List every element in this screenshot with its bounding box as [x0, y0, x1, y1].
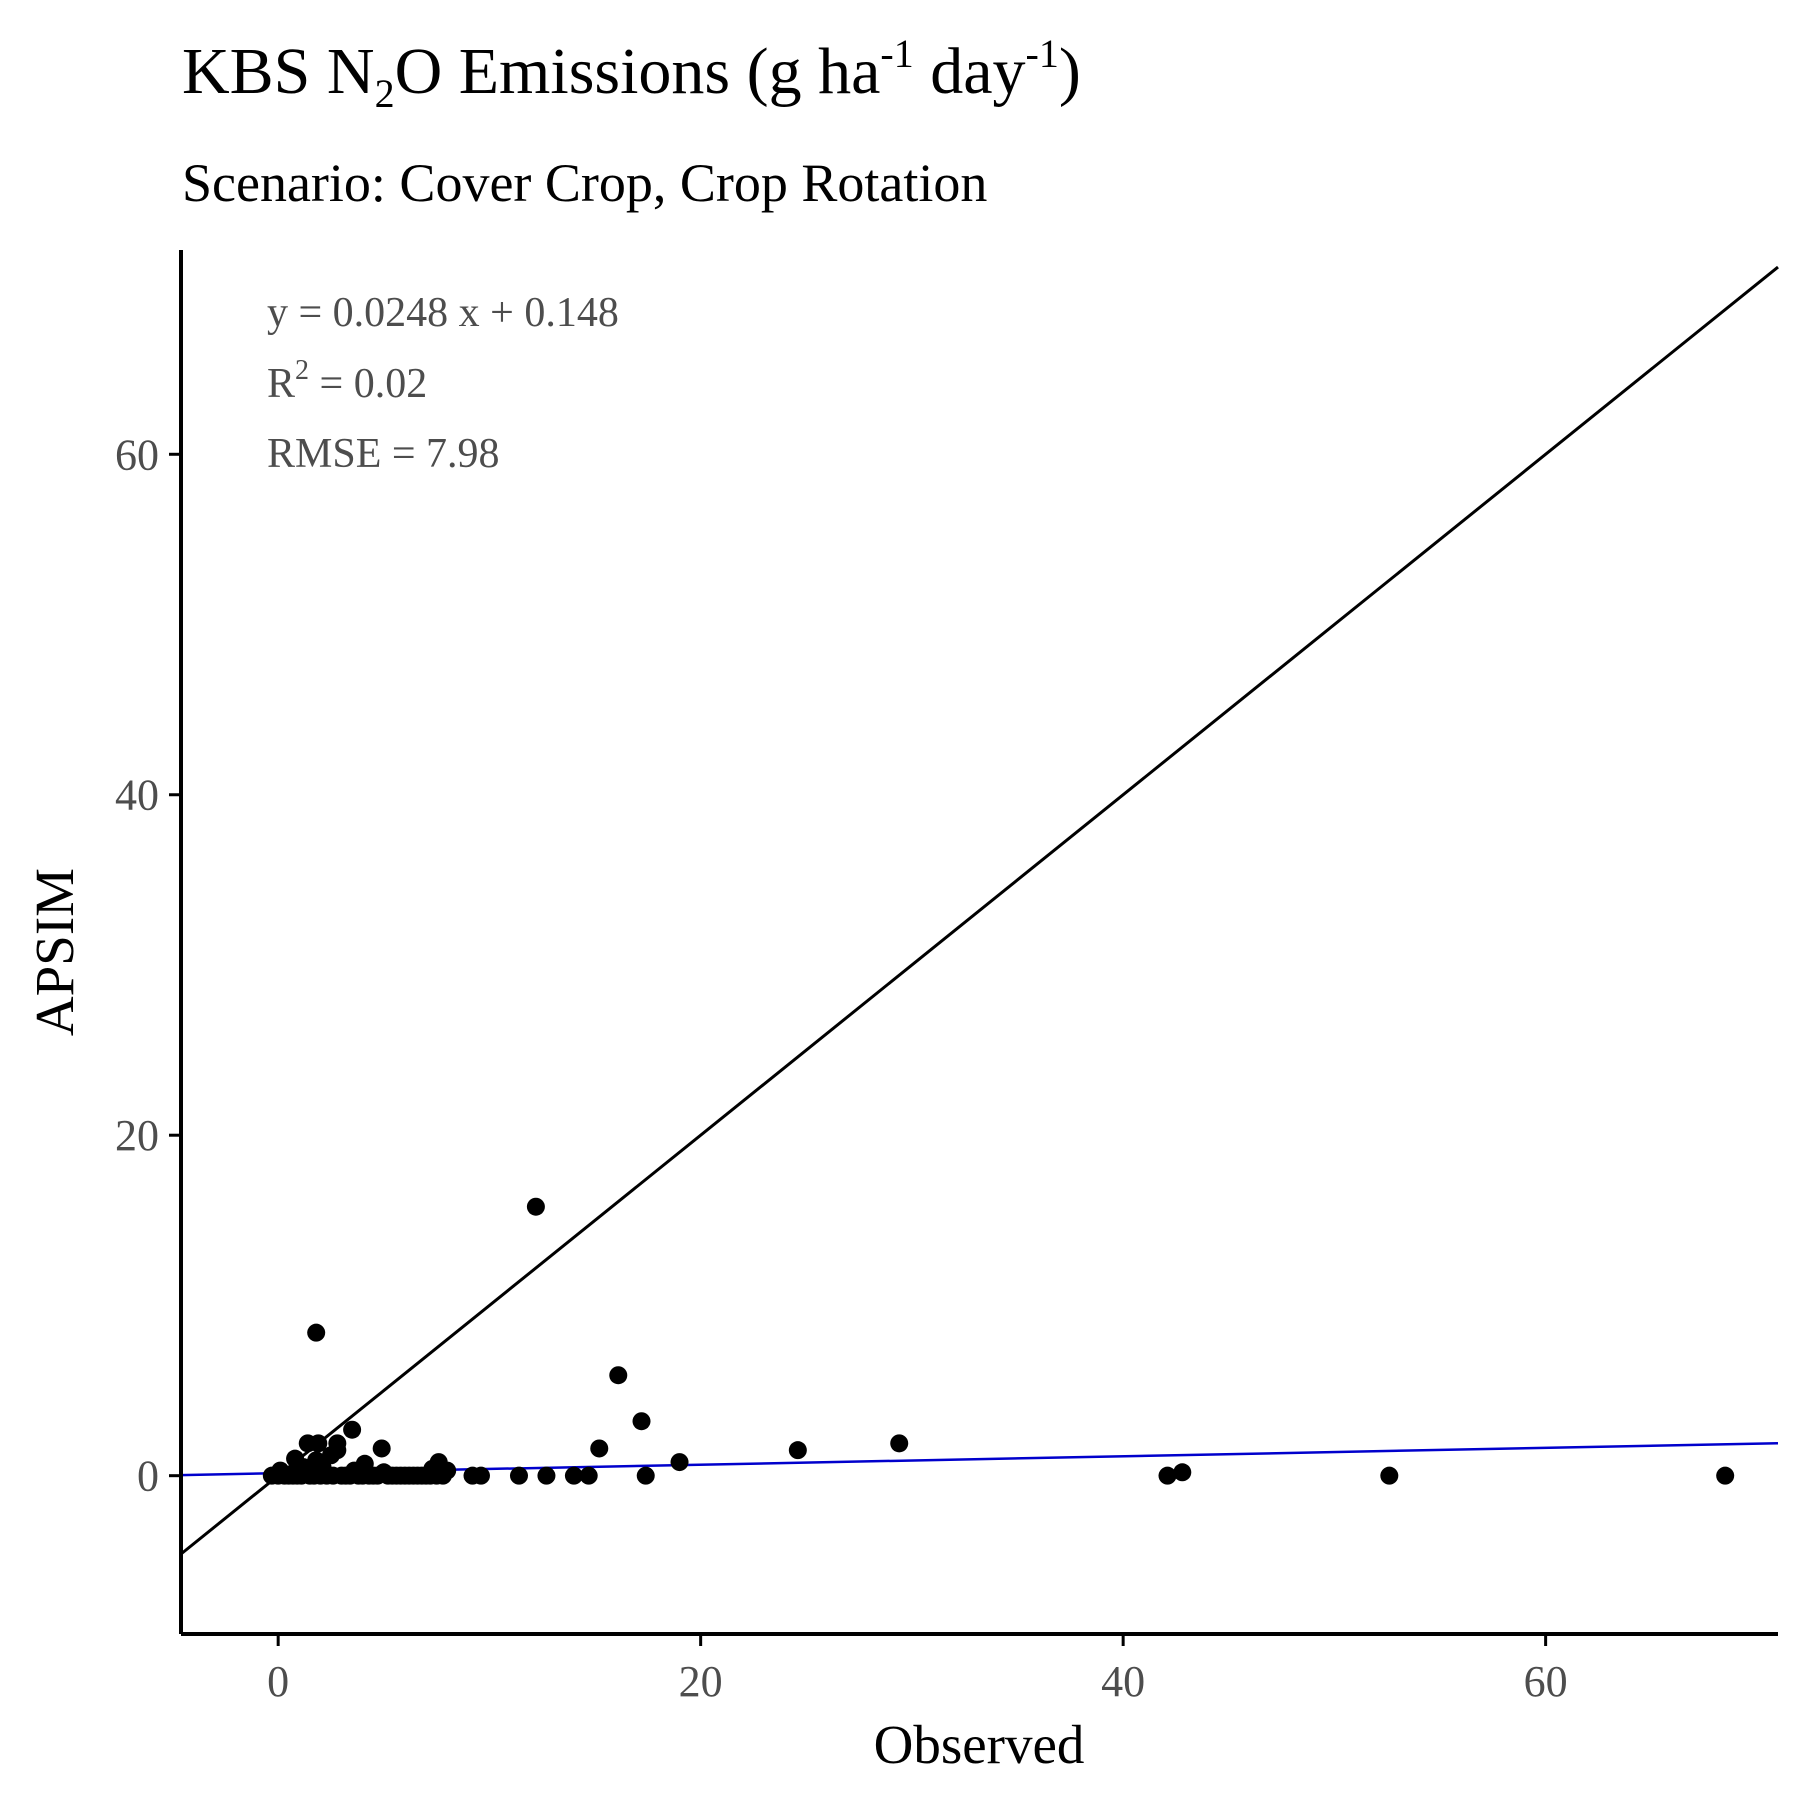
- data-point: [309, 1434, 328, 1453]
- title-subscript: 2: [374, 71, 395, 116]
- y-tick-label: 0: [137, 1452, 159, 1501]
- data-point: [526, 1197, 545, 1216]
- r-squared-prefix: R: [267, 361, 295, 407]
- data-point: [328, 1434, 347, 1453]
- r-squared-superscript: 2: [295, 355, 309, 386]
- data-point: [590, 1439, 609, 1458]
- data-point: [471, 1466, 490, 1485]
- data-point: [788, 1441, 807, 1460]
- data-point: [509, 1466, 528, 1485]
- x-tick-label: 20: [679, 1657, 723, 1706]
- data-point: [1158, 1466, 1177, 1485]
- title-superscript-2: -1: [1025, 31, 1059, 76]
- y-tick-label: 60: [115, 430, 159, 479]
- data-point: [636, 1466, 655, 1485]
- rmse-annotation: RMSE = 7.98: [267, 431, 500, 477]
- x-axis-title: Observed: [874, 1714, 1085, 1775]
- annotation-layer: y = 0.0248 x + 0.148 R2 = 0.02 RMSE = 7.…: [267, 290, 619, 477]
- data-point: [890, 1434, 909, 1453]
- x-tick-label: 40: [1101, 1657, 1145, 1706]
- y-axis-title: APSIM: [24, 868, 85, 1036]
- data-point: [343, 1420, 362, 1439]
- data-point: [609, 1366, 628, 1385]
- data-point: [1380, 1466, 1399, 1485]
- title-mid: O Emissions (g ha: [394, 35, 881, 108]
- title-mid-2: day: [913, 35, 1026, 108]
- y-tick-label: 40: [115, 771, 159, 820]
- axes-layer: 0 20 40 60 0 20 40 60: [115, 250, 1778, 1706]
- data-point: [372, 1439, 391, 1458]
- data-point: [438, 1461, 457, 1480]
- title-superscript-1: -1: [880, 31, 914, 76]
- chart-title: KBS N2O Emissions (g ha-1 day-1): [182, 31, 1081, 116]
- data-point: [670, 1453, 689, 1472]
- chart-subtitle: Scenario: Cover Crop, Crop Rotation: [182, 153, 988, 213]
- reference-line-layer: [180, 265, 1779, 1556]
- data-point: [1173, 1463, 1192, 1482]
- x-tick-label: 0: [267, 1657, 289, 1706]
- data-point: [632, 1412, 651, 1431]
- x-tick-label: 60: [1524, 1657, 1568, 1706]
- regression-equation: y = 0.0248 x + 0.148: [267, 290, 619, 336]
- data-point: [579, 1466, 598, 1485]
- data-point: [1716, 1466, 1735, 1485]
- data-points-layer: [262, 1197, 1735, 1485]
- data-point: [564, 1466, 583, 1485]
- r-squared-value: = 0.02: [309, 361, 427, 407]
- y-tick-label: 20: [115, 1111, 159, 1160]
- data-point: [307, 1323, 326, 1342]
- one-to-one-line: [180, 265, 1779, 1556]
- data-point: [537, 1466, 556, 1485]
- title-prefix: KBS N: [182, 35, 375, 108]
- r-squared-annotation: R2 = 0.02: [267, 355, 427, 407]
- title-suffix: ): [1058, 35, 1081, 108]
